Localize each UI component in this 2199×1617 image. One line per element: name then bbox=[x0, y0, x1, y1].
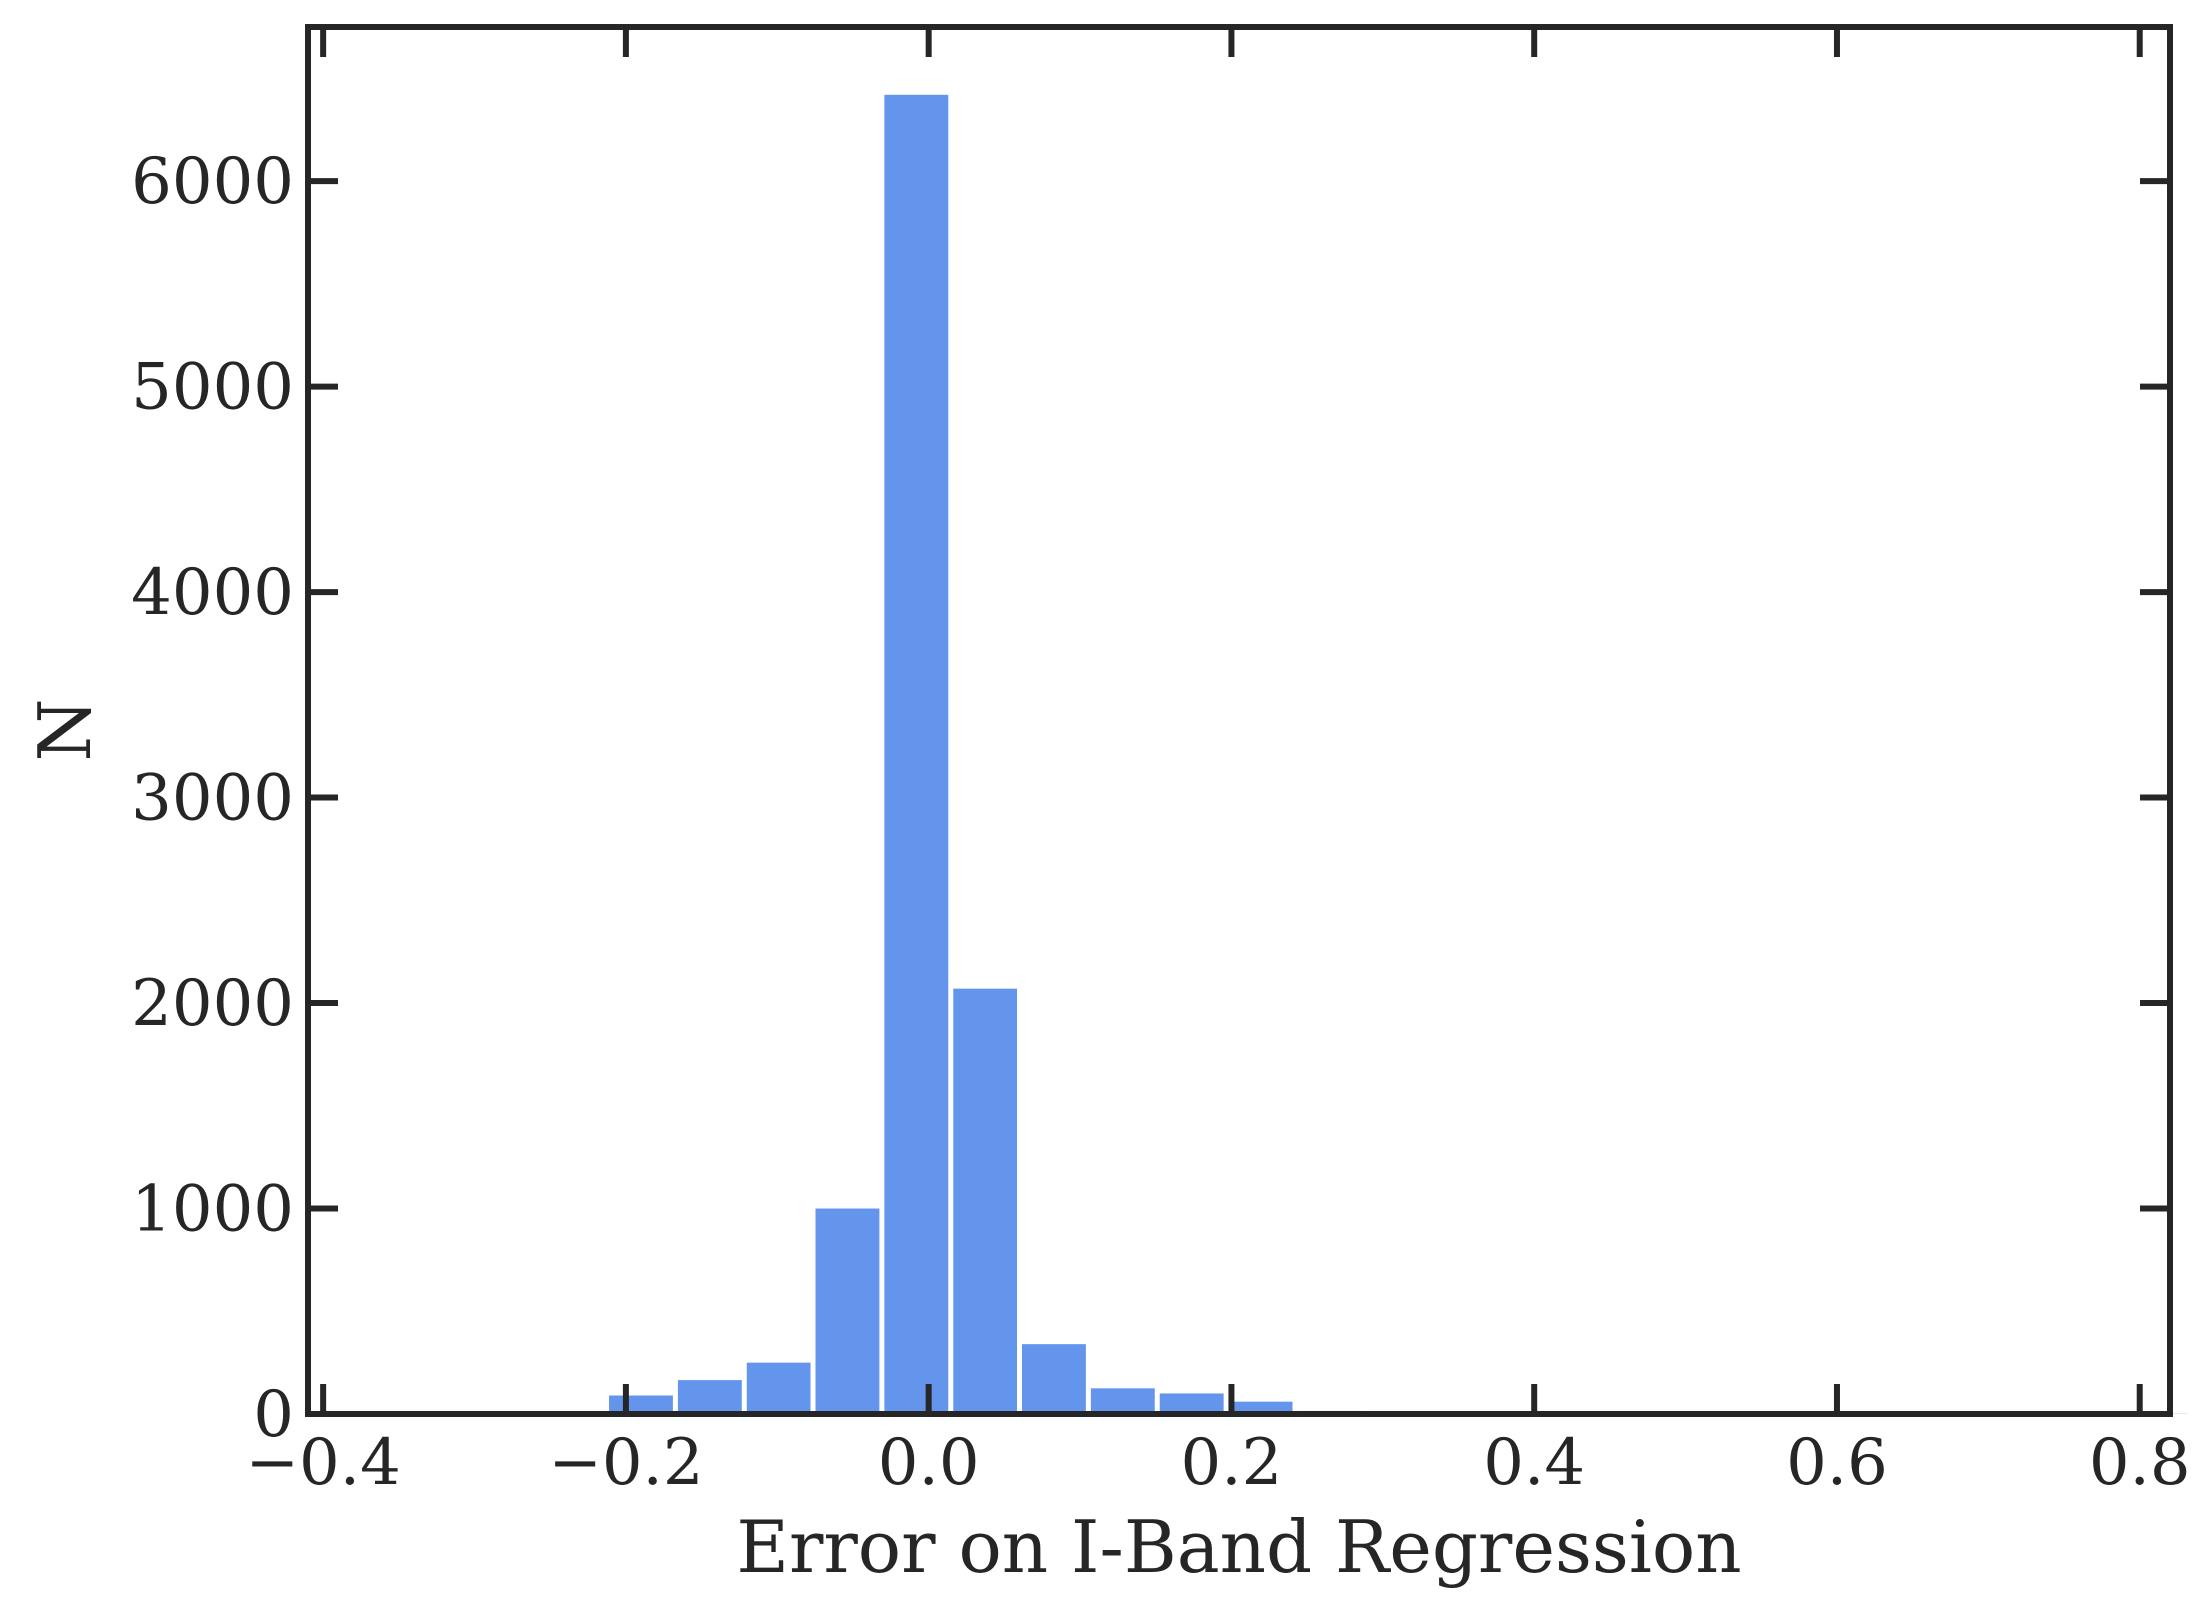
histogram-bar-1 bbox=[677, 1380, 742, 1414]
x-tick-label-4: 0.4 bbox=[1483, 1426, 1585, 1500]
plot-frame bbox=[305, 24, 2173, 1417]
x-tick-label-1: −0.2 bbox=[548, 1426, 703, 1500]
axis-ticks bbox=[308, 27, 2170, 1417]
y-tick-label-6: 6000 bbox=[131, 145, 294, 219]
x-tick-label-3: 0.2 bbox=[1181, 1426, 1283, 1500]
histogram-bar-5 bbox=[953, 988, 1017, 1414]
histogram-bar-2 bbox=[746, 1362, 811, 1414]
y-axis-label: N bbox=[23, 699, 107, 762]
y-tick-labels: 0 1000 2000 3000 4000 5000 6000 bbox=[131, 145, 294, 1452]
y-tick-label-2: 2000 bbox=[131, 967, 294, 1041]
histogram-bar-7 bbox=[1090, 1388, 1155, 1414]
histogram-bar-6 bbox=[1022, 1344, 1086, 1414]
y-tick-label-1: 1000 bbox=[131, 1173, 294, 1247]
x-tick-labels: −0.4 −0.2 0.0 0.2 0.4 0.6 0.8 bbox=[245, 1426, 2190, 1500]
histogram-bar-8 bbox=[1159, 1393, 1224, 1414]
x-tick-label-5: 0.6 bbox=[1786, 1426, 1888, 1500]
x-tick-label-2: 0.0 bbox=[878, 1426, 980, 1500]
histogram-bar-3 bbox=[815, 1208, 880, 1414]
x-axis-label: Error on I-Band Regression bbox=[736, 1505, 1741, 1589]
x-tick-label-6: 0.8 bbox=[2089, 1426, 2191, 1500]
histogram-bar-9 bbox=[1228, 1401, 1293, 1414]
y-tick-label-5: 5000 bbox=[131, 351, 294, 425]
y-tick-label-0: 0 bbox=[253, 1378, 294, 1452]
histogram-bar-4 bbox=[884, 94, 949, 1414]
x-tick-label-0: −0.4 bbox=[245, 1426, 400, 1500]
y-tick-label-4: 4000 bbox=[131, 556, 294, 630]
histogram-bars bbox=[609, 94, 2188, 1414]
y-tick-label-3: 3000 bbox=[131, 762, 294, 836]
